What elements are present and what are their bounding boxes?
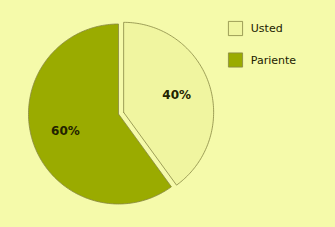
svg-text:Usted: Usted xyxy=(251,22,283,35)
svg-text:40%: 40% xyxy=(162,88,191,102)
svg-text:60%: 60% xyxy=(51,124,80,138)
svg-text:Pariente: Pariente xyxy=(251,54,297,67)
